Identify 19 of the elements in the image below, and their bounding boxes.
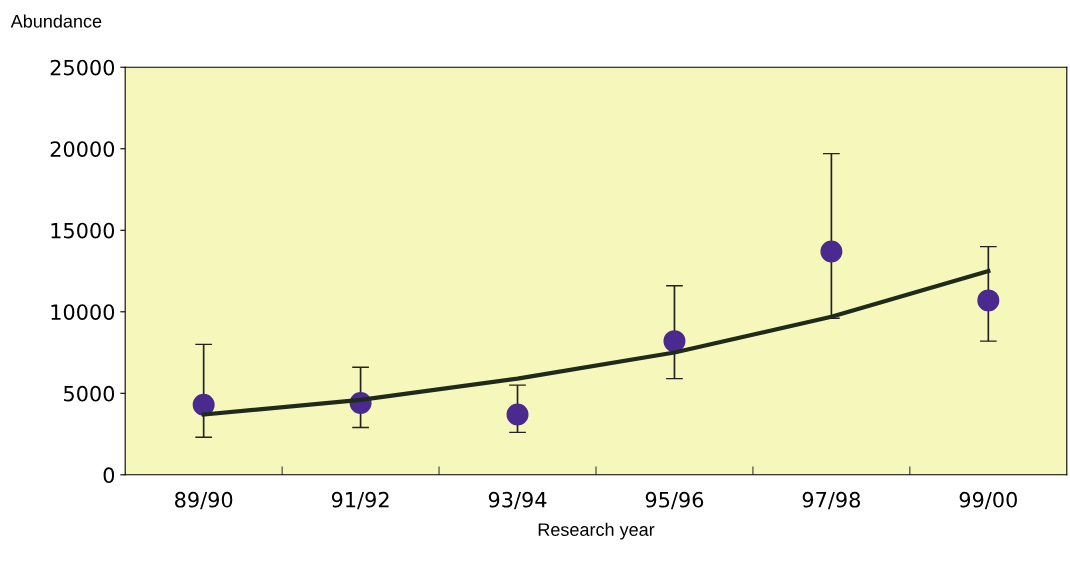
y-tick-label: 15000 <box>51 222 115 239</box>
y-tick-label: 20000 <box>50 141 115 157</box>
y-tick-label: 5000 <box>64 385 115 402</box>
point <box>192 393 215 416</box>
y-tick-label: 25000 <box>50 59 115 76</box>
x-tick-label: 97/98 <box>802 491 860 510</box>
x-tick-label: 93/94 <box>488 491 547 510</box>
point <box>820 240 843 263</box>
x-axis-title: Research year <box>538 522 655 540</box>
point <box>977 289 1000 312</box>
x-tick-label: 89/90 <box>175 491 233 510</box>
y-tick-label: 10000 <box>51 304 115 320</box>
y-tick-label: 0 <box>103 467 115 484</box>
x-tick-label: 91/92 <box>331 491 389 510</box>
point <box>506 403 529 426</box>
x-tick-label: 99/00 <box>959 491 1017 510</box>
y-axis-title: Abundance <box>10 14 102 28</box>
x-tick-label: 95/96 <box>645 491 704 510</box>
point <box>663 330 686 353</box>
